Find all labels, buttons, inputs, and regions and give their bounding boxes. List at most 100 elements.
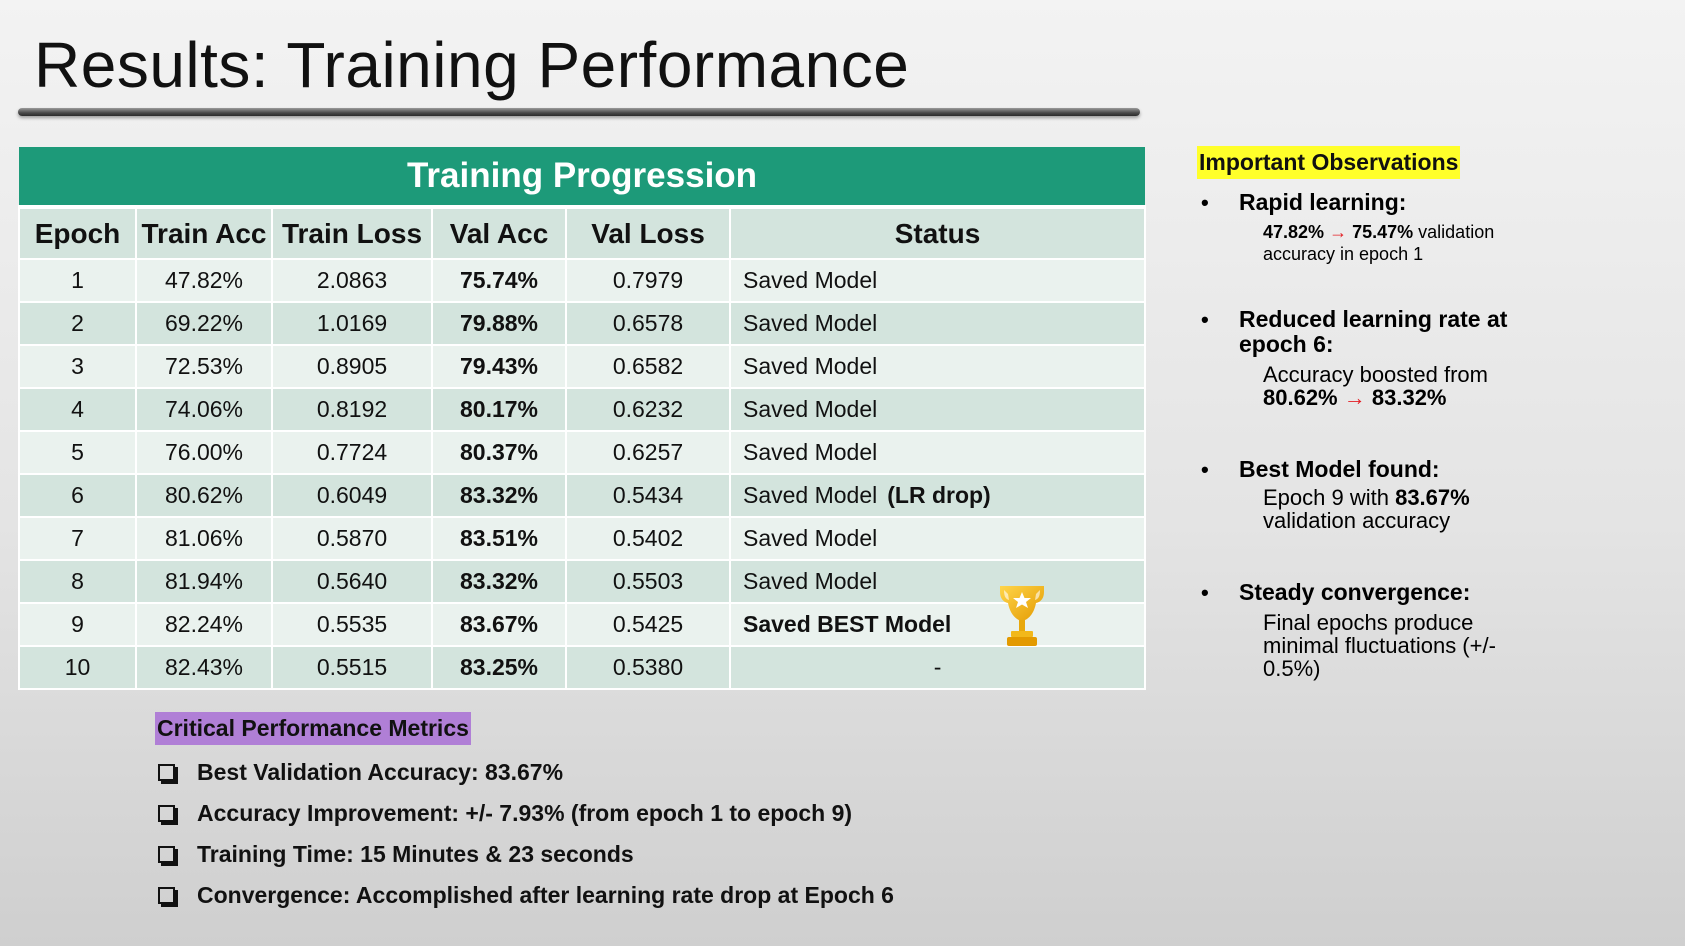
val-acc-cell: 83.51% (431, 516, 567, 561)
train-loss-cell: 0.5515 (271, 645, 433, 690)
train-loss-cell: 0.7724 (271, 430, 433, 475)
table-heading: Training Progression (19, 147, 1146, 209)
train-acc-cell: 82.43% (135, 645, 273, 690)
table-row: 8 81.94% 0.5640 83.32% 0.5503 Saved Mode… (18, 559, 1147, 604)
observation-body: Epoch 9 with 83.67% validation accuracy (1263, 485, 1470, 533)
checkbox-bullet-icon (158, 846, 175, 863)
epoch-cell: 2 (18, 301, 137, 346)
column-header-train-acc: Train Acc (135, 206, 273, 260)
table-row: 7 81.06% 0.5870 83.51% 0.5402 Saved Mode… (18, 516, 1147, 561)
trophy-icon (1000, 586, 1045, 646)
table-row: 10 82.43% 0.5515 83.25% 0.5380 - (18, 645, 1147, 690)
list-item: Training Time: 15 Minutes & 23 seconds (158, 834, 894, 875)
status-cell: Saved Model (728, 258, 1147, 303)
title-underline (18, 108, 1140, 116)
val-acc-cell: 83.32% (431, 559, 567, 604)
status-cell: - (728, 645, 1147, 690)
observation-item: • Rapid learning: 47.82% → 75.47% valida… (1197, 190, 1677, 265)
val-loss-cell: 0.5503 (565, 559, 731, 604)
train-acc-cell: 47.82% (135, 258, 273, 303)
observations-label: Important Observations (1197, 146, 1461, 179)
table-row: 1 47.82% 2.0863 75.74% 0.7979 Saved Mode… (18, 258, 1147, 303)
observation-body: Final epochs produce minimal fluctuation… (1263, 610, 1496, 681)
observation-heading: Best Model found: (1239, 456, 1440, 482)
train-loss-cell: 2.0863 (271, 258, 433, 303)
val-acc-cell: 83.32% (431, 473, 567, 518)
train-acc-cell: 82.24% (135, 602, 273, 647)
val-loss-cell: 0.6232 (565, 387, 731, 432)
observation-item: • Steady convergence: Final epochs produ… (1197, 579, 1529, 681)
status-cell: Saved Model (728, 430, 1147, 475)
list-item: Best Validation Accuracy: 83.67% (158, 752, 894, 793)
table-row: 2 69.22% 1.0169 79.88% 0.6578 Saved Mode… (18, 301, 1147, 346)
train-loss-cell: 0.5640 (271, 559, 433, 604)
train-acc-cell: 76.00% (135, 430, 273, 475)
critical-metrics-label: Critical Performance Metrics (155, 712, 471, 745)
val-acc-cell: 80.37% (431, 430, 567, 475)
val-loss-cell: 0.5425 (565, 602, 731, 647)
checkbox-bullet-icon (158, 805, 175, 822)
status-cell: Saved Model (728, 301, 1147, 346)
checkbox-bullet-icon (158, 887, 175, 904)
status-cell: Saved Model (728, 387, 1147, 432)
list-item: Convergence: Accomplished after learning… (158, 875, 894, 916)
column-header-epoch: Epoch (18, 206, 137, 260)
observation-heading: Rapid learning: (1239, 189, 1407, 215)
column-header-val-acc: Val Acc (431, 206, 567, 260)
train-acc-cell: 69.22% (135, 301, 273, 346)
observations-list: • Rapid learning: 47.82% → 75.47% valida… (1197, 186, 1677, 681)
epoch-cell: 6 (18, 473, 137, 518)
slide-title: Results: Training Performance (34, 29, 910, 101)
epoch-cell: 3 (18, 344, 137, 389)
training-progression-table-container: Training Progression Epoch Train Acc Tra… (18, 147, 1147, 690)
status-cell: Saved Model (728, 344, 1147, 389)
train-loss-cell: 1.0169 (271, 301, 433, 346)
status-text: Saved Model (743, 482, 878, 508)
epoch-cell: 1 (18, 258, 137, 303)
metric-text: Training Time: 15 Minutes & 23 seconds (197, 841, 634, 867)
status-cell: Saved Model (728, 559, 1147, 604)
status-cell: Saved Model (LR drop) (728, 473, 1147, 518)
column-header-status: Status (728, 206, 1147, 260)
train-acc-cell: 81.06% (135, 516, 273, 561)
bullet-icon: • (1201, 580, 1209, 605)
val-acc-cell: 79.88% (431, 301, 567, 346)
train-acc-cell: 74.06% (135, 387, 273, 432)
val-loss-cell: 0.5380 (565, 645, 731, 690)
train-loss-cell: 0.5535 (271, 602, 433, 647)
metric-text: Convergence: Accomplished after learning… (197, 882, 894, 908)
train-loss-cell: 0.6049 (271, 473, 433, 518)
val-acc-cell: 80.17% (431, 387, 567, 432)
epoch-cell: 10 (18, 645, 137, 690)
arrow-right-icon: → (1343, 385, 1366, 410)
val-acc-cell: 79.43% (431, 344, 567, 389)
val-acc-cell: 75.74% (431, 258, 567, 303)
epoch-cell: 9 (18, 602, 137, 647)
train-acc-cell: 72.53% (135, 344, 273, 389)
table-row: 6 80.62% 0.6049 83.32% 0.5434 Saved Mode… (18, 473, 1147, 518)
critical-metrics-list: Best Validation Accuracy: 83.67% Accurac… (158, 752, 894, 916)
val-loss-cell: 0.6578 (565, 301, 731, 346)
observation-item: • Best Model found: Epoch 9 with 83.67% … (1197, 456, 1677, 533)
lr-drop-note: (LR drop) (887, 482, 991, 508)
status-cell: Saved BEST Model (728, 586, 1147, 647)
train-acc-cell: 81.94% (135, 559, 273, 604)
bullet-icon: • (1201, 307, 1209, 332)
val-loss-cell: 0.6582 (565, 344, 731, 389)
val-loss-cell: 0.5402 (565, 516, 731, 561)
observation-heading: Steady convergence: (1239, 579, 1471, 605)
epoch-cell: 5 (18, 430, 137, 475)
column-header-train-loss: Train Loss (271, 206, 433, 260)
metric-text: Accuracy Improvement: +/- 7.93% (from ep… (197, 800, 853, 826)
epoch-cell: 7 (18, 516, 137, 561)
observation-heading: Reduced learning rate at epoch 6: (1239, 306, 1508, 357)
observation-body: Accuracy boosted from 80.62% → 83.32% (1263, 362, 1488, 410)
metric-text: Best Validation Accuracy: 83.67% (197, 759, 564, 785)
table-row: 3 72.53% 0.8905 79.43% 0.6582 Saved Mode… (18, 344, 1147, 389)
bullet-icon: • (1201, 457, 1209, 482)
arrow-right-icon: → (1329, 222, 1348, 242)
train-acc-cell: 80.62% (135, 473, 273, 518)
val-loss-cell: 0.7979 (565, 258, 731, 303)
status-cell: Saved Model (728, 516, 1147, 561)
table-row: 9 82.24% 0.5535 83.67% 0.5425 Saved BEST… (18, 586, 1147, 647)
